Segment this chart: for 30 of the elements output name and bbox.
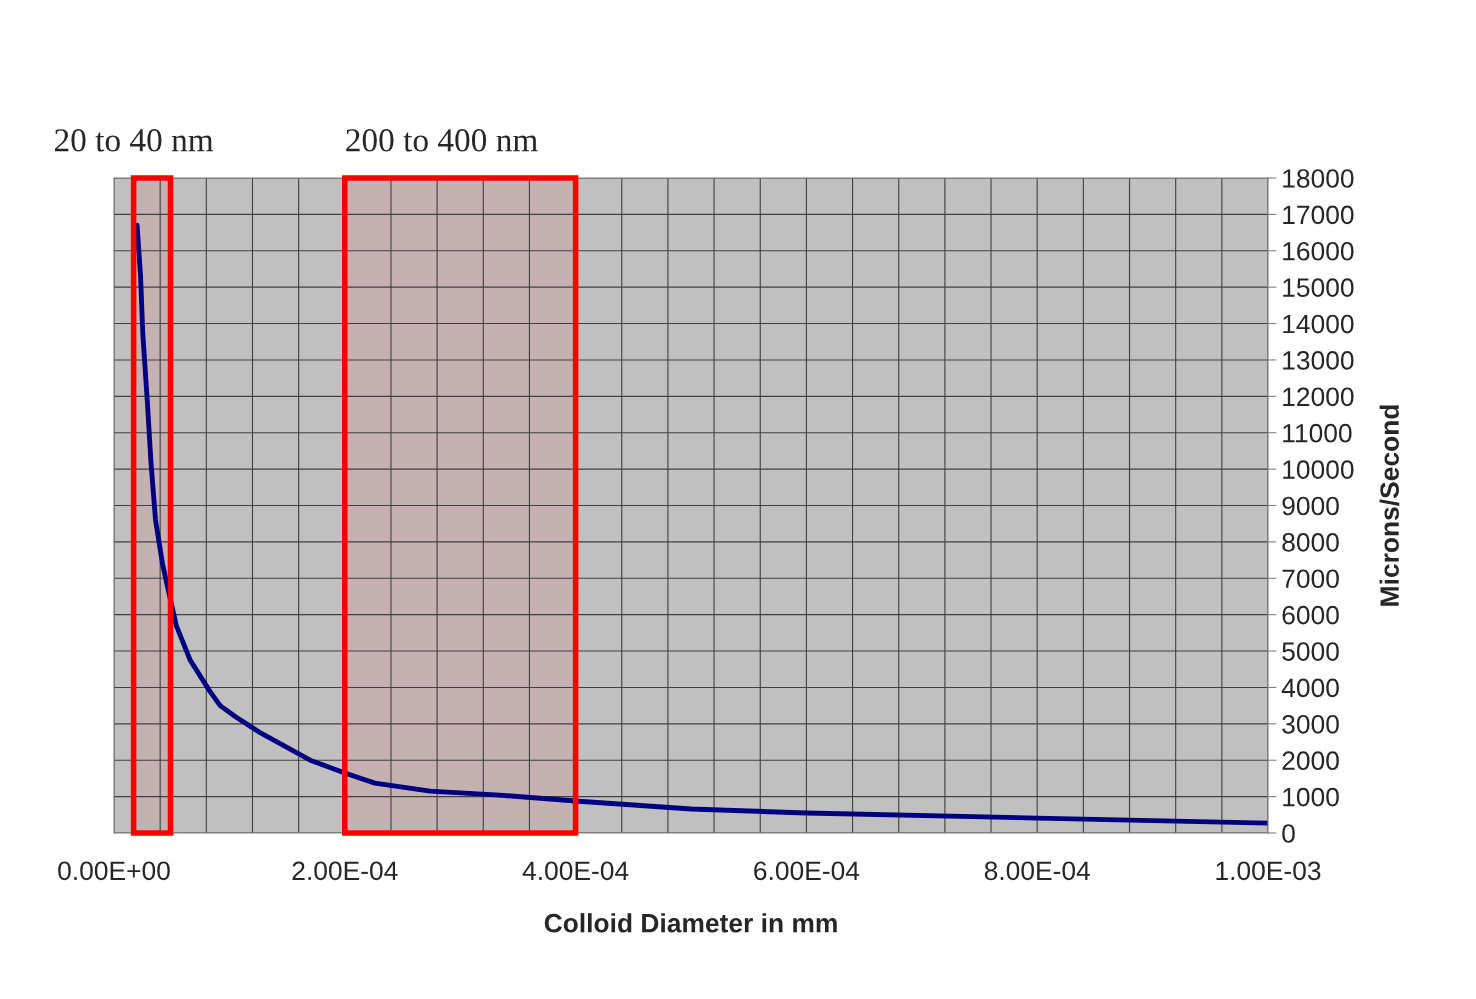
band-label: 200 to 400 nm: [346, 129, 538, 152]
x-tick-label: 0.00E+00: [58, 861, 170, 881]
y-tick-label: 15000: [1283, 278, 1354, 297]
y-tick-label: 6000: [1282, 605, 1339, 625]
y-tick-label: 8000: [1282, 533, 1339, 552]
y-tick-label: 5000: [1282, 642, 1339, 661]
y-tick-label: 12000: [1283, 387, 1354, 407]
y-tick-label: 17000: [1283, 205, 1354, 225]
y-tick-label: 14000: [1283, 314, 1354, 334]
y-tick-label: 13000: [1283, 351, 1354, 370]
y-axis-title: Microns/Second: [1379, 405, 1400, 606]
x-tick-label: 6.00E-04: [754, 861, 860, 881]
y-tick-label: 9000: [1282, 496, 1339, 516]
line-series: [134, 222, 1268, 826]
x-tick-label: 8.00E-04: [984, 861, 1090, 881]
y-tick-label: 16000: [1283, 241, 1354, 261]
y-tick-label: 10000: [1283, 460, 1354, 479]
y-tick-label: 0: [1282, 824, 1295, 843]
y-tick-label: 11000: [1283, 423, 1352, 443]
y-tick-label: 1000: [1283, 787, 1339, 807]
y-tick-label: 4000: [1281, 678, 1339, 698]
x-tick-label: 4.00E-04: [522, 861, 629, 881]
y-tick-label: 3000: [1282, 714, 1339, 734]
x-tick-label: 2.00E-04: [292, 861, 398, 881]
x-tick-label: 1.00E-03: [1216, 861, 1321, 881]
y-tick-label: 2000: [1282, 751, 1339, 771]
y-tick-label: 7000: [1282, 569, 1339, 589]
x-axis-title: Colloid Diameter in mm: [544, 913, 837, 933]
band-label: 20 to 40 nm: [54, 129, 214, 152]
y-tick-label: 18000: [1283, 169, 1354, 188]
